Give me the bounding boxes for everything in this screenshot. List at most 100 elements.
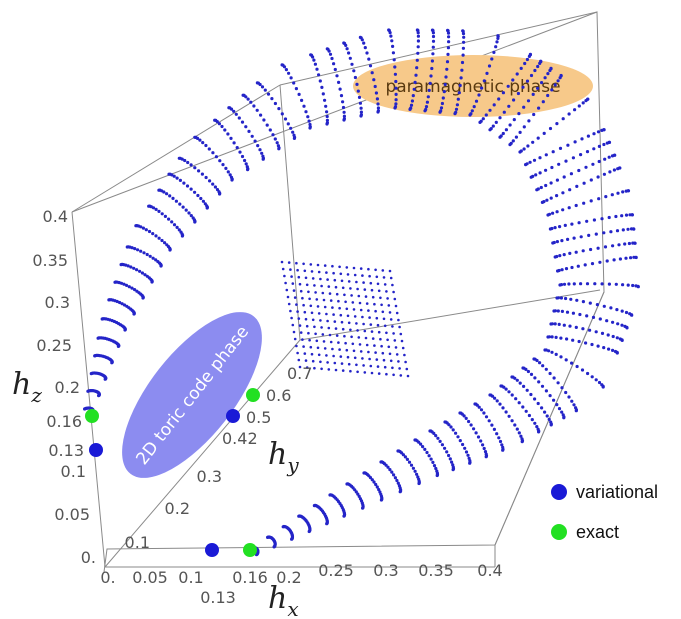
- surface-point: [359, 106, 363, 110]
- surface-point: [407, 460, 412, 464]
- surface-point: [376, 109, 380, 113]
- surface-point: [611, 320, 615, 324]
- surface-point: [605, 319, 609, 323]
- surface-point: [398, 490, 402, 494]
- surface-point: [392, 373, 395, 377]
- surface-point: [302, 262, 305, 266]
- surface-point: [427, 88, 431, 92]
- surface-point: [375, 97, 379, 101]
- surface-point: [255, 81, 259, 85]
- surface-point: [163, 214, 167, 218]
- surface-point: [165, 192, 169, 196]
- surface-point: [349, 287, 352, 290]
- surface-point: [130, 286, 134, 290]
- surface-point: [603, 245, 608, 249]
- surface-point: [335, 74, 339, 78]
- surface-point: [514, 135, 519, 139]
- surface-point: [240, 120, 245, 124]
- surface-point: [234, 112, 238, 116]
- surface-point: [370, 478, 374, 482]
- surface-point: [423, 447, 427, 451]
- surface-point: [547, 417, 551, 421]
- surface-point: [477, 405, 481, 409]
- surface-point: [624, 310, 629, 315]
- surface-point: [178, 202, 182, 206]
- surface-point: [585, 314, 589, 318]
- surface-point: [394, 102, 398, 106]
- surface-point: [341, 105, 346, 110]
- surface-point: [370, 288, 374, 292]
- surface-point: [388, 311, 392, 314]
- surface-point: [304, 359, 308, 362]
- surface-point: [500, 443, 504, 447]
- surface-point: [342, 117, 346, 121]
- surface-point: [539, 59, 543, 63]
- surface-point: [227, 106, 231, 110]
- surface-point: [602, 128, 606, 132]
- surface-point: [368, 316, 371, 319]
- surface-point: [401, 453, 405, 457]
- surface-point: [458, 439, 462, 443]
- surface-point: [321, 333, 325, 336]
- surface-point: [504, 128, 508, 132]
- surface-point: [533, 376, 537, 380]
- y-axis-label: hy: [268, 437, 299, 477]
- surface-point: [624, 213, 629, 217]
- surface-point: [291, 323, 295, 327]
- surface-point: [334, 327, 338, 330]
- surface-point: [392, 58, 396, 62]
- surface-point: [356, 287, 359, 291]
- surface-point: [634, 255, 638, 260]
- surface-point: [552, 240, 556, 245]
- surface-point: [574, 409, 578, 413]
- surface-point: [307, 331, 310, 335]
- surface-point: [603, 157, 607, 161]
- surface-point: [501, 406, 505, 410]
- exact-point-z: [85, 409, 99, 423]
- surface-point: [319, 277, 322, 281]
- surface-point: [529, 73, 534, 78]
- surface-point: [343, 334, 346, 338]
- surface-point: [461, 53, 465, 57]
- surface-point: [577, 168, 581, 173]
- surface-point: [135, 268, 139, 272]
- surface-point: [317, 270, 321, 274]
- surface-point: [290, 316, 293, 320]
- surface-point: [189, 214, 193, 218]
- surface-point: [606, 333, 610, 337]
- surface-point: [511, 78, 515, 82]
- surface-point: [253, 139, 257, 143]
- surface-point: [323, 264, 327, 267]
- surface-point: [581, 101, 585, 105]
- surface-point: [334, 368, 338, 372]
- surface-point: [613, 153, 617, 157]
- surface-point: [352, 308, 356, 311]
- surface-point: [345, 47, 349, 51]
- surface-point: [321, 291, 325, 295]
- surface-point: [172, 223, 177, 227]
- surface-point: [515, 72, 519, 76]
- surface-point: [560, 268, 564, 272]
- x-tick: 0.25: [318, 561, 354, 580]
- surface-point: [382, 276, 386, 279]
- x-tick: 0.4: [477, 561, 502, 580]
- surface-point: [550, 165, 554, 170]
- surface-point: [193, 166, 197, 170]
- surface-point: [594, 232, 598, 236]
- surface-point: [522, 125, 526, 129]
- surface-point: [394, 98, 398, 102]
- surface-point: [391, 283, 394, 287]
- surface-point: [573, 108, 577, 112]
- surface-point: [447, 453, 451, 458]
- surface-point: [316, 346, 320, 350]
- surface-point: [375, 358, 379, 361]
- surface-point: [345, 307, 349, 311]
- surface-point: [203, 202, 207, 206]
- surface-point: [309, 53, 313, 57]
- surface-point: [474, 431, 478, 435]
- surface-point: [357, 294, 361, 298]
- surface-point: [443, 82, 447, 87]
- surface-point: [395, 478, 399, 483]
- surface-point: [258, 148, 262, 152]
- surface-point: [191, 216, 195, 220]
